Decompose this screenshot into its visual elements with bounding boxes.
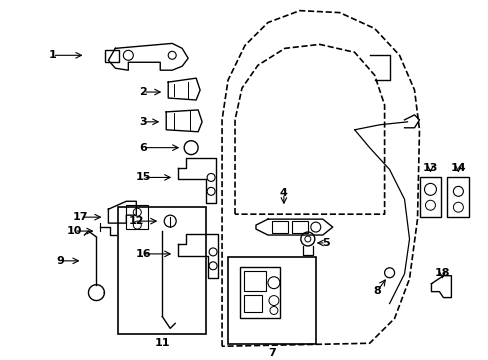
Bar (291, 221, 307, 233)
Bar (227, 257, 315, 344)
Text: 3: 3 (139, 117, 147, 127)
Bar (447, 177, 468, 217)
Text: 14: 14 (449, 162, 465, 172)
Text: 17: 17 (73, 212, 88, 222)
Text: 8: 8 (373, 285, 381, 296)
Text: 13: 13 (422, 162, 437, 172)
Text: 1: 1 (49, 50, 56, 60)
Text: 10: 10 (67, 226, 82, 236)
Bar (271, 221, 287, 233)
Text: 11: 11 (154, 338, 170, 348)
Text: 5: 5 (321, 238, 329, 248)
Text: 12: 12 (128, 216, 144, 226)
Text: 15: 15 (135, 172, 151, 183)
Bar (244, 271, 265, 291)
Bar (419, 177, 441, 217)
Text: 9: 9 (57, 256, 64, 266)
Bar (240, 267, 279, 319)
Text: 6: 6 (139, 143, 147, 153)
Bar (244, 294, 262, 312)
Bar (105, 50, 119, 62)
Text: 4: 4 (279, 188, 287, 198)
Text: 7: 7 (267, 348, 275, 358)
Text: 18: 18 (434, 268, 449, 278)
Bar (126, 205, 148, 229)
Text: 16: 16 (135, 249, 151, 259)
Bar (118, 207, 205, 334)
Text: 2: 2 (139, 87, 147, 97)
